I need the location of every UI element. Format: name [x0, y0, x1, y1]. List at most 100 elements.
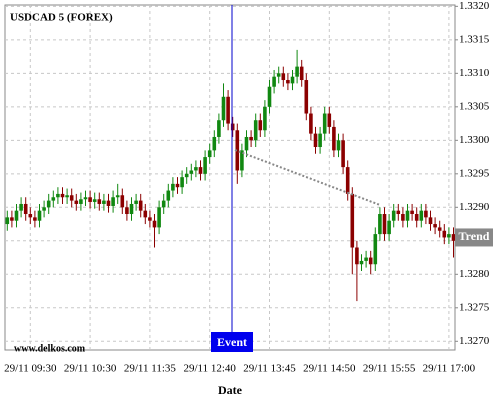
candle-body [207, 150, 212, 158]
x-tick-label: 29/11 13:45 [243, 363, 296, 375]
y-tick-label: 1.3310 [459, 67, 490, 79]
candle-body [419, 210, 424, 221]
candle-body [318, 133, 322, 148]
y-tick-label: 1.3300 [459, 134, 490, 146]
candle-body [102, 200, 106, 204]
x-tick-label: 29/11 12:40 [183, 363, 236, 375]
source: www.delkos.com [14, 343, 86, 354]
candle-body [410, 210, 414, 215]
x-tick-label: 29/11 15:55 [363, 363, 416, 375]
candle-body [281, 73, 286, 81]
candle-body [120, 195, 125, 208]
x-tick-label: 29/11 17:00 [423, 363, 476, 375]
candle-body [148, 217, 152, 221]
candle-body [368, 257, 373, 265]
candle-body [184, 173, 189, 178]
candle-body [309, 113, 313, 134]
candle-body [387, 220, 391, 235]
candle-body [166, 190, 171, 201]
event-label: Event [217, 335, 247, 349]
x-tick-label: 29/11 09:30 [4, 363, 57, 375]
candle-body [92, 199, 97, 202]
x-tick-label: 29/11 14:50 [303, 363, 356, 375]
candle-body [249, 136, 253, 141]
candle-body [129, 203, 134, 215]
y-tick-label: 1.3315 [459, 33, 490, 45]
candle-body [341, 140, 345, 168]
candle-body [253, 120, 258, 141]
candle-body [290, 76, 295, 84]
candle-body [37, 210, 42, 221]
candle-body [332, 126, 336, 151]
candle-body [230, 123, 235, 131]
candle-body [134, 200, 138, 204]
candle-body [442, 230, 447, 238]
y-tick-label: 1.3295 [459, 167, 490, 179]
candle-body [382, 214, 387, 235]
candle-body [51, 197, 56, 201]
candle-body [74, 200, 79, 204]
candle-body [115, 195, 120, 198]
candle-body [138, 200, 143, 211]
candle-body [258, 120, 263, 131]
candle-body [364, 257, 368, 261]
candle-body [23, 203, 28, 215]
candle-body [373, 234, 378, 265]
candle-body [69, 195, 74, 201]
candle-body [313, 133, 318, 148]
candle-body [14, 210, 19, 221]
candle-body [295, 66, 299, 77]
candle-body [175, 183, 180, 188]
candle-body [46, 200, 51, 208]
candle-body [350, 193, 355, 248]
candle-body [111, 197, 115, 206]
candle-body [267, 86, 272, 107]
x-tick-label: 29/11 10:30 [64, 363, 117, 375]
candle-body [322, 113, 327, 134]
candle-body [276, 73, 281, 77]
event-box [211, 332, 253, 352]
candle-body [345, 167, 350, 194]
candle-body [157, 207, 161, 228]
candle-body [143, 210, 148, 218]
candle-body [437, 227, 442, 231]
candle-body [79, 199, 83, 204]
candle-body [299, 66, 304, 81]
trend-line [234, 149, 381, 206]
candle-body [106, 200, 111, 206]
candle-body [433, 224, 437, 228]
candle-body [401, 214, 405, 221]
candle-body [272, 76, 276, 87]
candle-body [19, 203, 23, 211]
y-tick-label: 1.3270 [459, 335, 490, 347]
candle-body [203, 157, 207, 174]
y-tick-label: 1.3275 [459, 301, 490, 313]
y-tick-label: 1.3280 [459, 268, 490, 280]
candle-body [221, 96, 226, 121]
candle-body [65, 195, 69, 198]
candle-body [10, 217, 14, 221]
candle-body [327, 113, 332, 127]
candle-body [28, 214, 33, 218]
candle-body [217, 120, 221, 137]
y-tick-label: 1.3290 [459, 201, 490, 213]
x-tick-label: 29/11 11:35 [124, 363, 177, 375]
candle-body [405, 210, 410, 221]
candle-body [60, 193, 65, 198]
candle-body [286, 80, 290, 84]
x-axis-label: Date [218, 383, 243, 397]
chart-title: USDCAD 5 (FOREX) [10, 12, 113, 24]
candle-body [391, 210, 396, 221]
candle-body [83, 197, 88, 200]
candle-body [56, 193, 60, 198]
candle-body [171, 183, 175, 191]
candles [5, 49, 456, 302]
y-tick-label: 1.3320 [459, 0, 490, 12]
candle-body [359, 260, 364, 265]
candle-body [244, 136, 249, 151]
candle-body [396, 210, 401, 215]
candle-body [428, 217, 433, 225]
candle-body [198, 167, 203, 174]
